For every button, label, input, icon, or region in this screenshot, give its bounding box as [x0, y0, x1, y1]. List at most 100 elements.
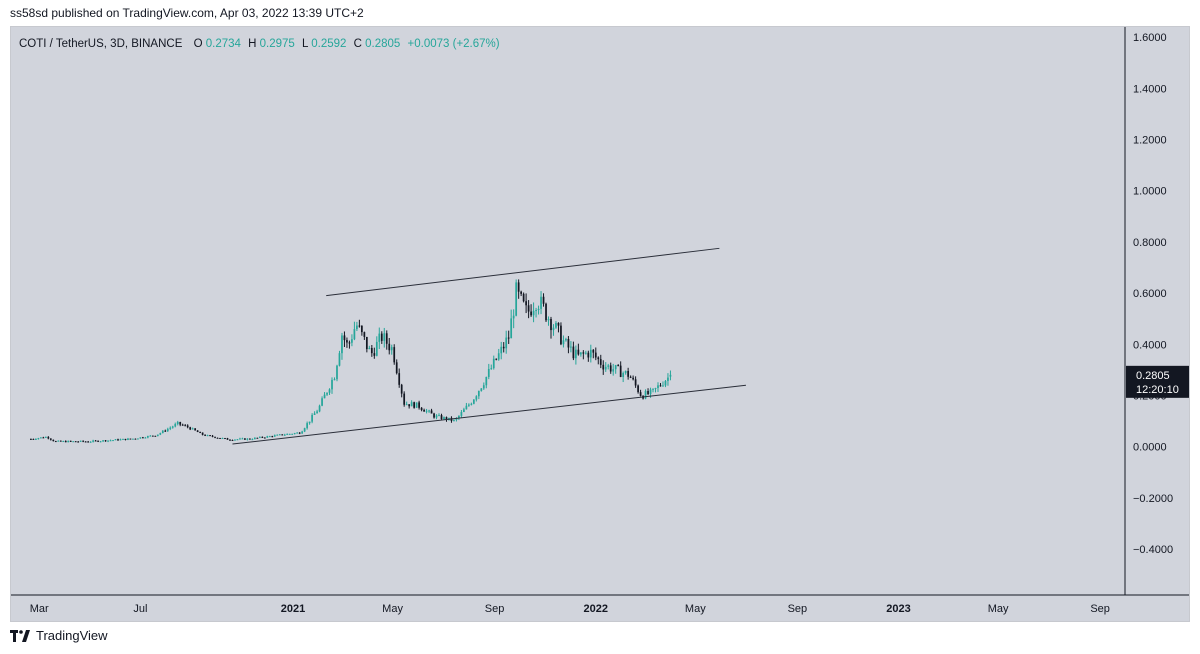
candle-body	[288, 433, 291, 435]
candle-body	[181, 424, 184, 426]
candle-body	[32, 438, 35, 440]
candle-body	[54, 441, 57, 443]
candle-body	[271, 436, 274, 438]
candle-body	[560, 325, 562, 345]
candle-body	[336, 365, 338, 380]
candle-body	[445, 417, 448, 420]
candle-body	[435, 415, 438, 418]
candle-body	[433, 413, 435, 418]
candle-body	[77, 441, 80, 443]
candle-body	[171, 426, 174, 428]
candle-body	[607, 365, 610, 367]
candle-body	[575, 349, 577, 359]
candle-body	[221, 438, 224, 440]
trendline[interactable]	[232, 384, 746, 445]
price-axis-tick: 0.4000	[1133, 339, 1167, 351]
candle-body	[253, 437, 256, 440]
price-tag[interactable]: 0.2805 12:20:10	[1126, 365, 1189, 398]
time-axis-tick: May	[988, 603, 1009, 615]
candle-body	[308, 421, 311, 424]
candle-body	[112, 440, 114, 442]
candle-body	[74, 441, 77, 443]
candle-body	[639, 392, 642, 396]
candle-body	[251, 439, 254, 441]
candle-body	[156, 434, 159, 436]
candle-body	[403, 393, 406, 405]
candle-body	[214, 436, 216, 438]
candle-body	[659, 385, 662, 387]
candle-body	[139, 437, 142, 439]
svg-text:COTI / TetherUS, 3D, BINANCE: COTI / TetherUS, 3D, BINANCE O 0.2734 H …	[19, 38, 500, 50]
candle-body	[166, 428, 169, 432]
candle-body	[341, 335, 343, 354]
candle-body	[296, 432, 299, 434]
tradingview-logo[interactable]: TradingView	[10, 628, 108, 643]
candle-body	[584, 352, 587, 354]
time-axis-tick: 2023	[886, 603, 910, 615]
candle-body	[69, 440, 72, 442]
candle-body	[363, 332, 366, 337]
candle-body	[507, 337, 510, 339]
candle-body	[109, 440, 112, 442]
time-axis: Mar Jul 2021 May Sep 2022 May Sep 2023 May Sep	[30, 603, 1110, 615]
candle-body	[368, 347, 371, 350]
candle-body	[273, 435, 276, 437]
trendline[interactable]	[326, 247, 720, 297]
price-axis-tick: 1.0000	[1133, 186, 1167, 198]
candle-body	[455, 418, 458, 420]
candle-body	[328, 389, 331, 393]
candle-body	[239, 438, 241, 440]
candle-body	[303, 428, 306, 432]
candle-body	[527, 305, 530, 312]
candle-body	[236, 439, 239, 441]
candle-body	[520, 291, 523, 294]
candle-body	[99, 441, 102, 443]
candle-body	[313, 413, 316, 415]
candle-body	[87, 441, 90, 443]
candle-body	[510, 318, 513, 339]
candle-body	[470, 403, 473, 405]
candle-body	[266, 436, 269, 438]
candle-body	[52, 439, 55, 442]
chart-frame[interactable]: 1.6000 1.4000 1.2000 1.0000 0.8000 0.6000 0.40…	[10, 26, 1190, 622]
price-chart[interactable]: 1.6000 1.4000 1.2000 1.0000 0.8000 0.6000 0.40…	[11, 27, 1189, 621]
candle-body	[102, 440, 104, 442]
candle-body	[669, 374, 672, 377]
candle-body	[415, 402, 418, 408]
candle-body	[594, 352, 597, 358]
candle-body	[482, 385, 485, 389]
price-axis-tick: −0.2000	[1133, 493, 1173, 505]
legend-l-label: L	[302, 38, 309, 50]
candle-body	[589, 349, 592, 358]
price-tag-value: 0.2805	[1136, 370, 1170, 382]
candle-body	[617, 365, 620, 367]
candle-body	[114, 439, 117, 441]
candle-body	[562, 340, 565, 345]
candle-body	[500, 346, 503, 354]
trendlines-layer	[232, 247, 746, 445]
candle-body	[306, 423, 308, 429]
candle-body	[465, 405, 468, 410]
candle-body	[443, 417, 445, 420]
candle-body	[624, 370, 627, 374]
candle-body	[89, 441, 92, 443]
candle-body	[176, 421, 179, 425]
candle-body	[57, 440, 60, 442]
candle-body	[92, 440, 94, 442]
candle-body	[609, 365, 612, 372]
candle-body	[413, 402, 416, 408]
candle-body	[82, 440, 85, 442]
candle-body	[602, 364, 605, 370]
candle-body	[547, 318, 550, 321]
candle-body	[119, 439, 122, 441]
candle-body	[358, 325, 361, 327]
candle-body	[505, 337, 508, 349]
time-axis-tick: Sep	[1090, 603, 1110, 615]
candle-body	[410, 402, 413, 407]
candle-body	[405, 404, 408, 406]
price-axis-tick: 0.8000	[1133, 237, 1167, 249]
candle-body	[229, 439, 231, 441]
candle-body	[67, 440, 70, 443]
candle-body	[283, 434, 286, 436]
candle-body	[540, 296, 542, 309]
